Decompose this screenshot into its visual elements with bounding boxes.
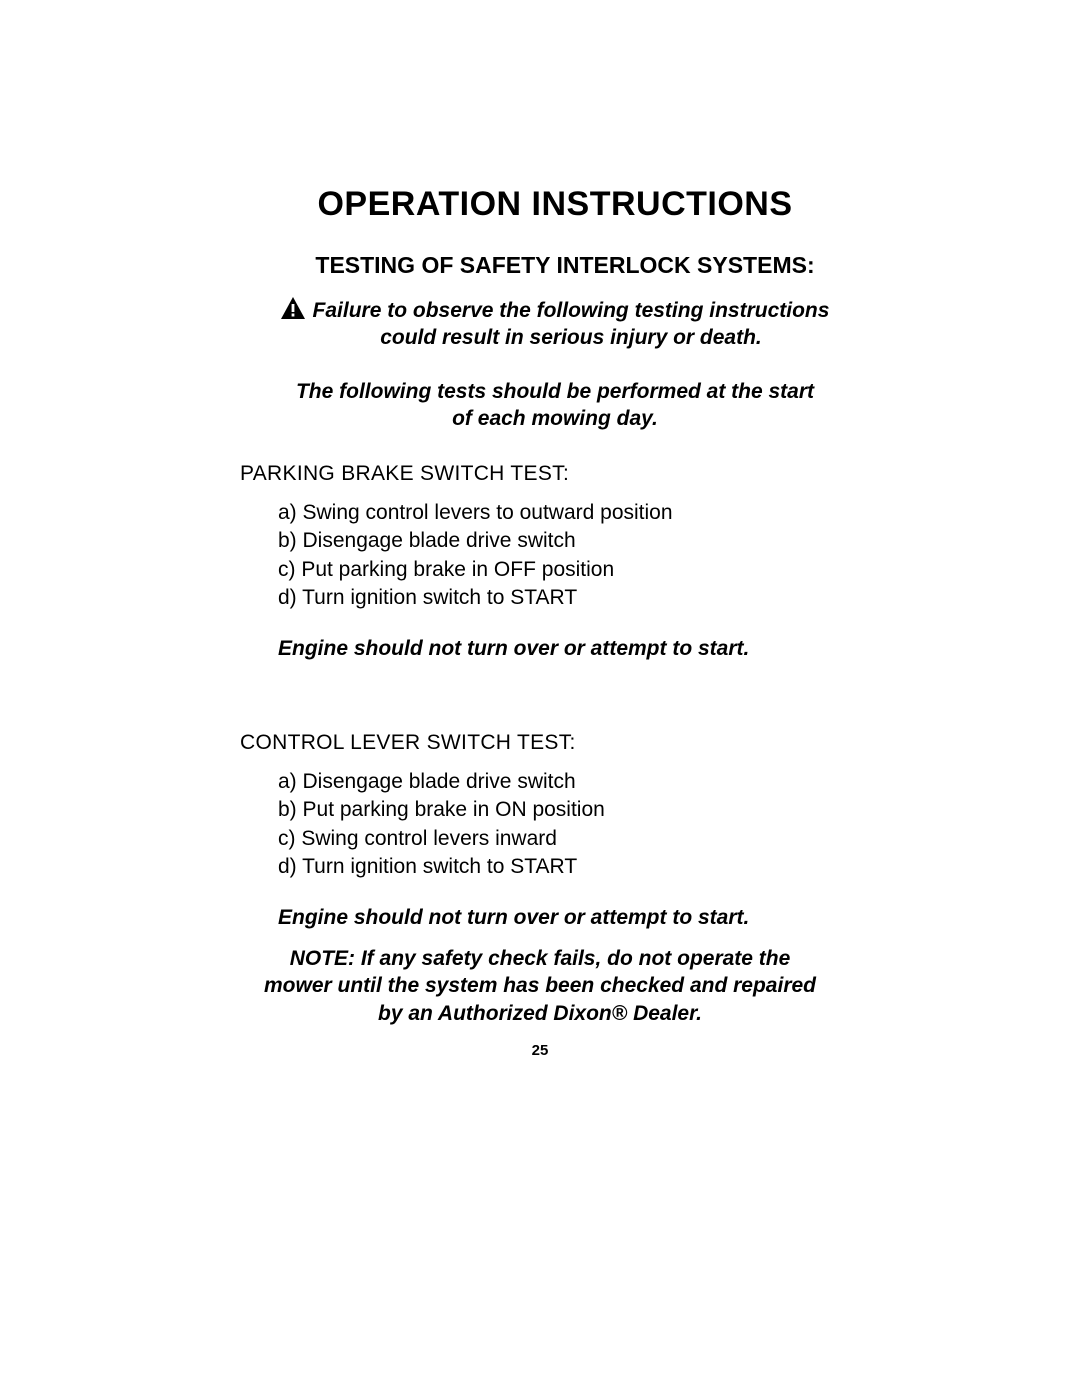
footer-note-line-2: mower until the system has been checked …	[264, 974, 816, 997]
warning-triangle-icon	[281, 297, 305, 319]
warning-line-2: could result in serious injury or death.	[380, 326, 762, 349]
test2-step-a: a) Disengage blade drive switch	[278, 769, 870, 795]
test2-step-b: b) Put parking brake in ON position	[278, 797, 870, 823]
test1-step-a: a) Swing control levers to outward posit…	[278, 500, 870, 526]
test1-step-c: c) Put parking brake in OFF position	[278, 557, 870, 583]
section-subtitle: TESTING OF SAFETY INTERLOCK SYSTEMS:	[260, 252, 870, 279]
test2-result: Engine should not turn over or attempt t…	[278, 906, 870, 930]
warning-block: Failure to observe the following testing…	[240, 297, 870, 352]
warning-line-1: Failure to observe the following testing…	[313, 299, 830, 322]
note-line-1: The following tests should be performed …	[296, 380, 814, 403]
footer-note: NOTE: If any safety check fails, do not …	[235, 945, 845, 1027]
test2-step-d: d) Turn ignition switch to START	[278, 854, 870, 880]
page-title: OPERATION INSTRUCTIONS	[240, 185, 870, 224]
test1-step-d: d) Turn ignition switch to START	[278, 585, 870, 611]
test2-step-c: c) Swing control levers inward	[278, 826, 870, 852]
test1-steps: a) Swing control levers to outward posit…	[278, 500, 870, 611]
test1-result: Engine should not turn over or attempt t…	[278, 637, 870, 661]
footer-note-line-3: by an Authorized Dixon® Dealer.	[378, 1002, 702, 1025]
note-line-2: of each mowing day.	[452, 407, 658, 430]
footer-note-line-1: NOTE: If any safety check fails, do not …	[290, 947, 791, 970]
instruction-note: The following tests should be performed …	[240, 378, 870, 433]
document-page: OPERATION INSTRUCTIONS TESTING OF SAFETY…	[0, 0, 1080, 1397]
test2-heading: CONTROL LEVER SWITCH TEST:	[240, 731, 870, 755]
test1-heading: PARKING BRAKE SWITCH TEST:	[240, 462, 870, 486]
page-number: 25	[0, 1042, 1080, 1059]
test2-steps: a) Disengage blade drive switch b) Put p…	[278, 769, 870, 880]
test1-step-b: b) Disengage blade drive switch	[278, 528, 870, 554]
warning-text: Failure to observe the following testing…	[313, 297, 830, 352]
